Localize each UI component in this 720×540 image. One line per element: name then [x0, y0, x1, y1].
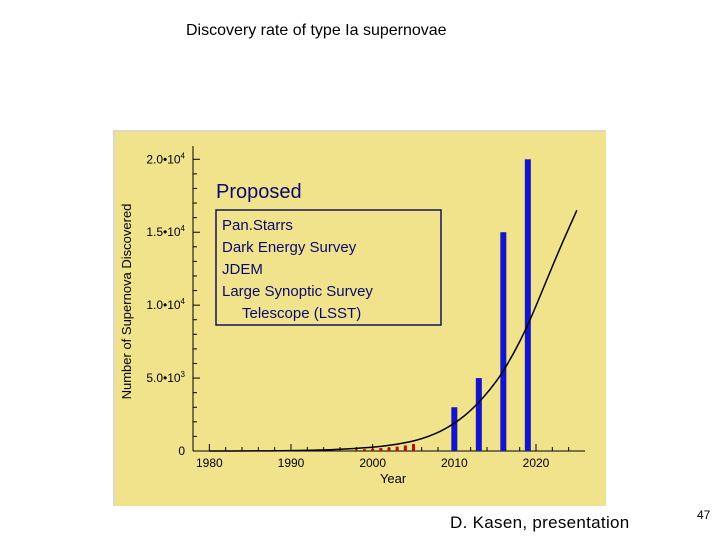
bar-observed — [412, 443, 415, 451]
bar-proposed — [500, 232, 507, 451]
x-tick-label: 2010 — [441, 456, 468, 470]
x-axis-label: Year — [380, 471, 407, 486]
y-axis-label: Number of Supernova Discovered — [119, 204, 134, 400]
presentation-credit: D. Kasen, presentation — [450, 513, 630, 532]
y-tick-label: 0 — [178, 444, 185, 458]
chart-panel: 0 5.0•103 1.0•104 1.5•104 2.0•104 1980 1990 200… — [113, 130, 606, 506]
legend-item: Large Synoptic Survey — [222, 283, 373, 300]
x-tick-label: 2020 — [523, 456, 550, 470]
supernova-discovery-chart: 0 5.0•103 1.0•104 1.5•104 2.0•104 1980 1990 200… — [119, 146, 585, 486]
bar-proposed — [475, 378, 482, 451]
bar-observed — [379, 448, 383, 451]
proposed-label: Proposed — [216, 181, 302, 203]
bar-observed — [363, 449, 366, 451]
legend-item: JDEM — [222, 261, 263, 278]
bar-observed — [371, 448, 375, 451]
legend-item: Pan.Starrs — [222, 217, 293, 234]
y-tick-label: 1.0•104 — [146, 297, 185, 312]
page-number: 47 — [697, 508, 711, 522]
bar-observed — [403, 445, 407, 451]
bar-observed — [387, 447, 391, 451]
x-tick-label: 1990 — [278, 456, 305, 470]
bar-observed — [395, 446, 399, 451]
legend-box — [215, 209, 442, 326]
x-tick-label: 1980 — [196, 456, 223, 470]
y-tick-label: 5.0•103 — [146, 370, 185, 385]
y-tick-label: 2.0•104 — [146, 151, 185, 166]
x-tick-label: 2000 — [359, 456, 386, 470]
bar-proposed — [524, 159, 531, 452]
bar-proposed — [451, 407, 458, 451]
slide-title: Discovery rate of type Ia supernovae — [186, 22, 447, 39]
legend-item: Dark Energy Survey — [222, 239, 357, 256]
legend-item: Telescope (LSST) — [242, 305, 361, 322]
trend-curve — [209, 210, 578, 452]
bar-observed — [354, 449, 358, 451]
y-tick-label: 1.5•104 — [146, 224, 185, 239]
